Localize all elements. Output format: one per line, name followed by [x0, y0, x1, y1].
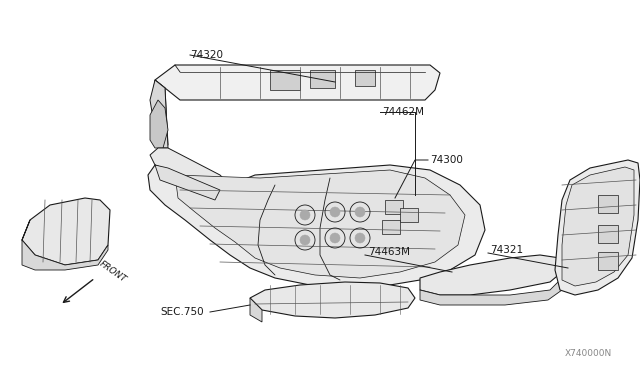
Polygon shape [22, 198, 110, 265]
Polygon shape [555, 160, 640, 295]
Polygon shape [175, 170, 465, 278]
Text: SEC.750: SEC.750 [160, 307, 204, 317]
Circle shape [300, 210, 310, 220]
Circle shape [330, 207, 340, 217]
Polygon shape [385, 200, 403, 214]
Polygon shape [22, 220, 108, 270]
Circle shape [330, 233, 340, 243]
Polygon shape [310, 70, 335, 88]
Polygon shape [150, 100, 168, 148]
Polygon shape [155, 165, 220, 200]
Text: 74300: 74300 [430, 155, 463, 165]
Polygon shape [270, 70, 300, 90]
Polygon shape [155, 65, 440, 100]
Circle shape [300, 235, 310, 245]
Text: 74462M: 74462M [382, 107, 424, 117]
Polygon shape [382, 220, 400, 234]
Polygon shape [150, 80, 168, 148]
Polygon shape [355, 70, 375, 86]
Text: X740000N: X740000N [564, 349, 612, 358]
Polygon shape [250, 282, 415, 318]
Text: 74321: 74321 [490, 245, 523, 255]
Circle shape [355, 233, 365, 243]
Polygon shape [562, 167, 634, 286]
Text: FRONT: FRONT [98, 260, 129, 285]
Polygon shape [152, 80, 168, 148]
Polygon shape [598, 195, 618, 213]
Polygon shape [150, 148, 230, 192]
Polygon shape [148, 165, 485, 288]
Circle shape [355, 207, 365, 217]
Polygon shape [250, 298, 262, 322]
Polygon shape [400, 208, 418, 222]
Polygon shape [420, 255, 562, 295]
Text: 74463M: 74463M [368, 247, 410, 257]
Polygon shape [598, 225, 618, 243]
Text: 74320: 74320 [190, 50, 223, 60]
Polygon shape [420, 278, 562, 305]
Polygon shape [598, 252, 618, 270]
